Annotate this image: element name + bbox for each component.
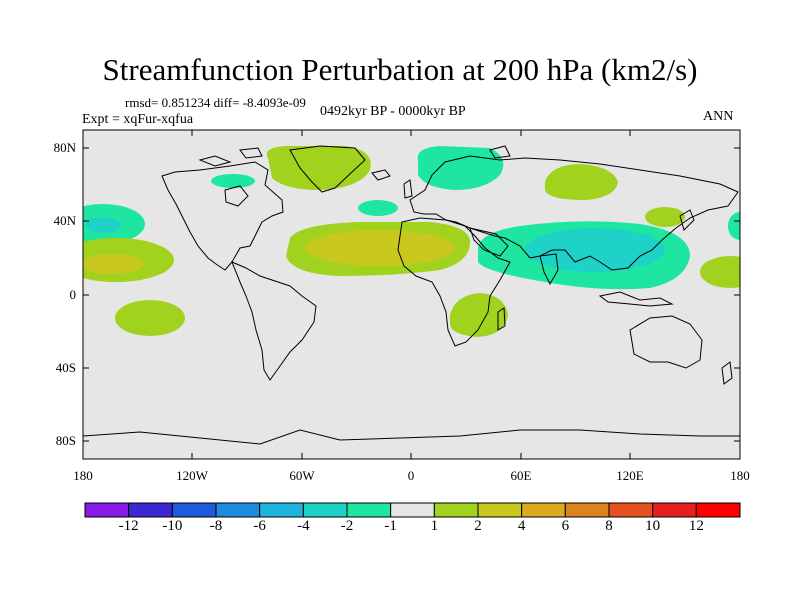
colorbar-label: 4 <box>517 518 526 534</box>
colorbar-box <box>608 502 654 518</box>
anomaly-w-pacific-edge <box>728 212 740 240</box>
colorbar-box <box>521 502 566 518</box>
colorbar-label: -10 <box>162 518 183 534</box>
lon-tick-label: 0 <box>407 468 415 483</box>
colorbar-box <box>390 502 435 518</box>
coast-arabia <box>469 227 509 257</box>
colorbar-label: 12 <box>688 518 704 534</box>
axis-ticks <box>82 130 741 459</box>
anomaly-barents <box>417 146 504 190</box>
colorbar-label: -2 <box>340 518 354 534</box>
colorbar <box>84 502 741 518</box>
stats-line: rmsd= 0.851234 diff= -8.4093e-09 <box>125 95 306 110</box>
coast-madagascar <box>497 307 506 331</box>
colorbar-box <box>215 502 261 518</box>
colorbar-box <box>433 502 479 518</box>
coast-greenland <box>289 145 366 193</box>
colorbar-box <box>564 502 610 518</box>
coast-north-america <box>161 161 284 271</box>
colorbar-label: -12 <box>118 518 139 534</box>
coast-antarctica <box>83 429 740 445</box>
season-label: ANN <box>703 109 734 124</box>
coast-australia <box>629 315 703 369</box>
coast-new-zealand <box>721 361 733 385</box>
colorbar-box <box>259 502 304 518</box>
colorbar-box <box>346 502 392 518</box>
coast-arctic-islands <box>198 145 511 167</box>
anomaly-w-pacific <box>700 256 740 288</box>
anomaly-tropical-atlantic-core <box>305 230 455 266</box>
coast-eurasia <box>409 155 739 271</box>
colorbar-label: 1 <box>430 518 439 534</box>
colorbar-label: 2 <box>474 518 482 534</box>
lon-tick-label: 120E <box>616 468 644 483</box>
anomaly-siberia <box>545 164 618 200</box>
map-background <box>83 130 740 459</box>
anomaly-southern-africa <box>450 293 508 337</box>
colorbar-label: 10 <box>645 518 661 534</box>
anomaly-south-pacific <box>115 300 185 336</box>
coast-japan <box>679 209 695 231</box>
lon-tick-label: 60W <box>289 468 315 483</box>
lat-tick-label: 80S <box>55 433 76 448</box>
colorbar-label: -4 <box>297 518 310 534</box>
anomaly-tropical-pacific-core <box>83 254 144 274</box>
coast-south-america <box>231 261 317 381</box>
anomaly-east-asia <box>645 207 685 227</box>
lon-tick-label: 180 <box>730 468 750 483</box>
coast-africa <box>397 217 511 347</box>
colorbar-box <box>171 502 217 518</box>
experiment-label: Expt = xqFur-xqfua <box>82 112 194 127</box>
anomaly-north-atlantic <box>358 200 398 216</box>
coast-uk <box>403 179 413 199</box>
lat-tick-label: 40S <box>55 360 76 375</box>
colorbar-label: -6 <box>253 518 266 534</box>
anomaly-ne-pacific-core <box>85 217 121 233</box>
colorbar-box <box>128 502 173 518</box>
coast-indonesia <box>598 291 674 307</box>
period-label: 0492kyr BP - 0000kyr BP <box>320 104 466 119</box>
colorbar-box <box>302 502 348 518</box>
colorbar-label: 8 <box>605 518 613 534</box>
coastlines <box>83 145 740 445</box>
colorbar-box <box>695 502 741 518</box>
colorbar-box <box>652 502 697 518</box>
coast-iceland <box>371 169 391 181</box>
anomaly-baffin <box>218 177 238 187</box>
lon-tick-label: 120W <box>176 468 208 483</box>
lat-tick-label: 80N <box>53 140 76 155</box>
lon-tick-label: 180 <box>73 468 93 483</box>
colorbar-box <box>477 502 523 518</box>
coast-india <box>539 253 559 286</box>
colorbar-label: -1 <box>384 518 397 534</box>
colorbar-box <box>84 502 130 518</box>
lat-tick-label: 40N <box>53 213 76 228</box>
lon-tick-label: 60E <box>510 468 532 483</box>
coast-hudson-bay <box>224 185 249 207</box>
page-title: Streamfunction Perturbation at 200 hPa (… <box>102 52 698 87</box>
lat-tick-label: 0 <box>69 287 77 302</box>
anomaly-south-asia-core <box>525 228 665 272</box>
colorbar-label: 6 <box>561 518 570 534</box>
colorbar-label: -8 <box>209 518 223 534</box>
